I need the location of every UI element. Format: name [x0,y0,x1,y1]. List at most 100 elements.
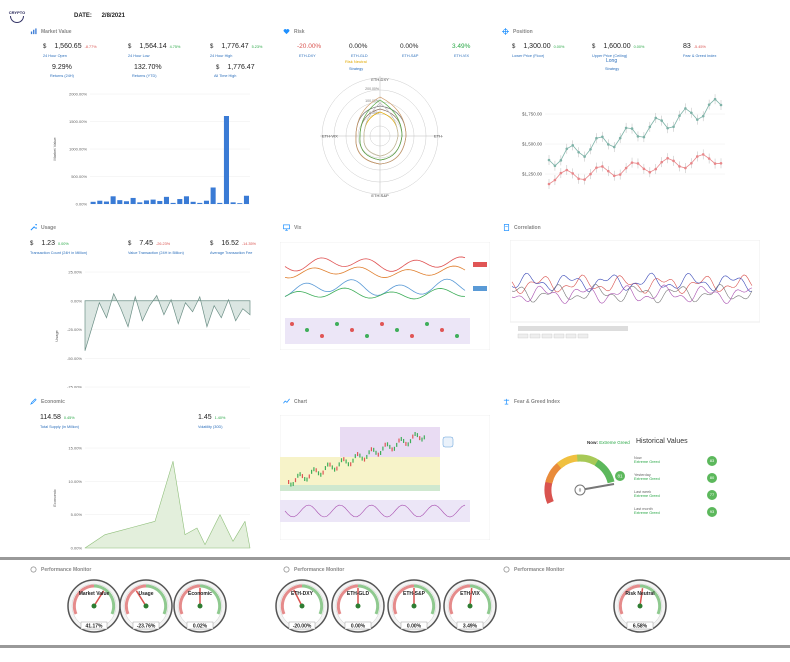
bar [170,202,176,204]
performance-gauge: ETH-S&P 0.00% [387,579,441,633]
usage-metric-change: -14.35% [241,242,257,246]
corr-legend-item[interactable] [577,333,589,339]
position-long: Long [606,58,618,64]
bar [210,187,216,204]
candle [377,452,379,457]
data-point [589,147,592,151]
gauge-readout-box [456,621,484,630]
gauge-label: Economic [188,591,212,597]
candle [380,450,382,455]
currency-symbol: $ [210,241,214,247]
economic-title: Economic [30,398,65,405]
fear-greed-now-label: Now: [587,440,598,445]
candle [315,468,317,473]
candle [391,447,393,452]
returns-number: 132.70% [134,64,162,71]
history-row: Last week Extreme Greed [634,490,660,498]
gauge-hub [299,603,305,609]
economic-area [84,461,251,549]
gauge-hub [197,603,203,609]
corr-series [511,274,753,295]
gauge-hub [91,603,97,609]
market-metric-label: 24 Hour Low [128,54,150,58]
history-status: Extreme Greed [634,460,660,464]
trading-chart-embed[interactable] [280,415,490,540]
history-row: Yesterday Extreme Greed [634,473,660,481]
risk-metric-label: ETH-VIX [454,54,469,58]
chart-title: Chart [283,398,307,405]
fear-greed-now: Now: Extreme Greed [587,440,630,445]
candle [393,446,395,451]
economic-metric-value: 1.45 [198,414,212,421]
position-metric-change: 0.00% [553,45,565,49]
bar [203,200,209,204]
position-chart: $1,750.00 $1,500.00 $1,250.00 [522,94,725,189]
candle [361,456,363,461]
rsi-line [284,504,466,518]
corr-series [511,284,753,304]
usage-metric-value: 1.23 [41,240,55,247]
data-point [571,144,575,147]
data-point [719,103,723,107]
y-axis-label: Usage [54,329,59,341]
vix-series [284,287,466,300]
data-point [654,116,658,120]
bar [183,196,189,204]
usage-metric-change: 0.00% [57,242,69,246]
history-status: Extreme Greed [634,477,660,481]
y-tick-label: -25.00% [67,327,82,332]
data-point [701,114,705,118]
gauge-red-zone [178,584,201,615]
correlation-chart [510,240,760,339]
candle [359,453,361,458]
data-point [618,136,622,140]
candle [414,432,416,437]
gauge-icon [503,566,510,573]
thumbs-up-icon[interactable] [442,436,454,448]
gauge-hub [467,603,473,609]
economic-chart: 15.00% 10.00% 5.00% 0.00% Economic [52,446,251,551]
risk-strategy-label: Strategy [349,67,364,71]
corr-legend-item[interactable] [553,333,565,339]
bar [137,202,143,204]
data-point [701,153,705,156]
position-metric-0: $1,300.00 0.00% [512,43,564,50]
candle [405,441,407,446]
gauge-center-value: 0 [579,488,582,493]
y-tick-label: 0.00% [76,202,88,207]
corr-legend-item[interactable] [517,333,529,339]
market-metric-2: $1,776.47 5.23% [210,43,262,50]
candle [329,462,331,467]
y-tick-label: $1,250.00 [522,172,543,177]
bar [90,201,96,204]
candle [343,457,345,462]
candle [421,437,423,442]
signal-marker [290,322,294,326]
y-tick-label: 1500.00% [69,119,87,124]
vix-chart-embed[interactable] [280,242,490,350]
corr-legend-item[interactable] [541,333,553,339]
history-value-badge: 80 [707,473,717,483]
data-point [630,127,634,130]
usage-metric-label: Transaction Count (24H in Million) [30,251,88,255]
history-period: Yesterday [634,473,651,477]
gauge-readout: -23.76% [137,624,156,630]
returns-value: $1,776.47 [216,64,255,71]
gauge-label: Risk Neutral [625,591,655,597]
gauge-green-zone [639,584,662,615]
performance-monitor-title: Performance Monitor [30,566,91,573]
position-metric-2: 83 -5.45% [683,43,706,50]
gauge-readout: 0.00% [407,624,422,630]
data-point [666,156,669,160]
corr-legend-item[interactable] [529,333,541,339]
currency-symbol: $ [128,241,132,247]
data-point [713,162,717,165]
bar [223,116,229,204]
signal-marker [320,334,324,338]
bar [117,200,123,204]
historical-values-title: Historical Values [636,438,688,445]
returns-label: Returns (YTD) [132,74,157,78]
corr-range-selector[interactable] [518,326,628,331]
gauge-label: ETH-GLD [347,591,370,597]
corr-legend-item[interactable] [565,333,577,339]
